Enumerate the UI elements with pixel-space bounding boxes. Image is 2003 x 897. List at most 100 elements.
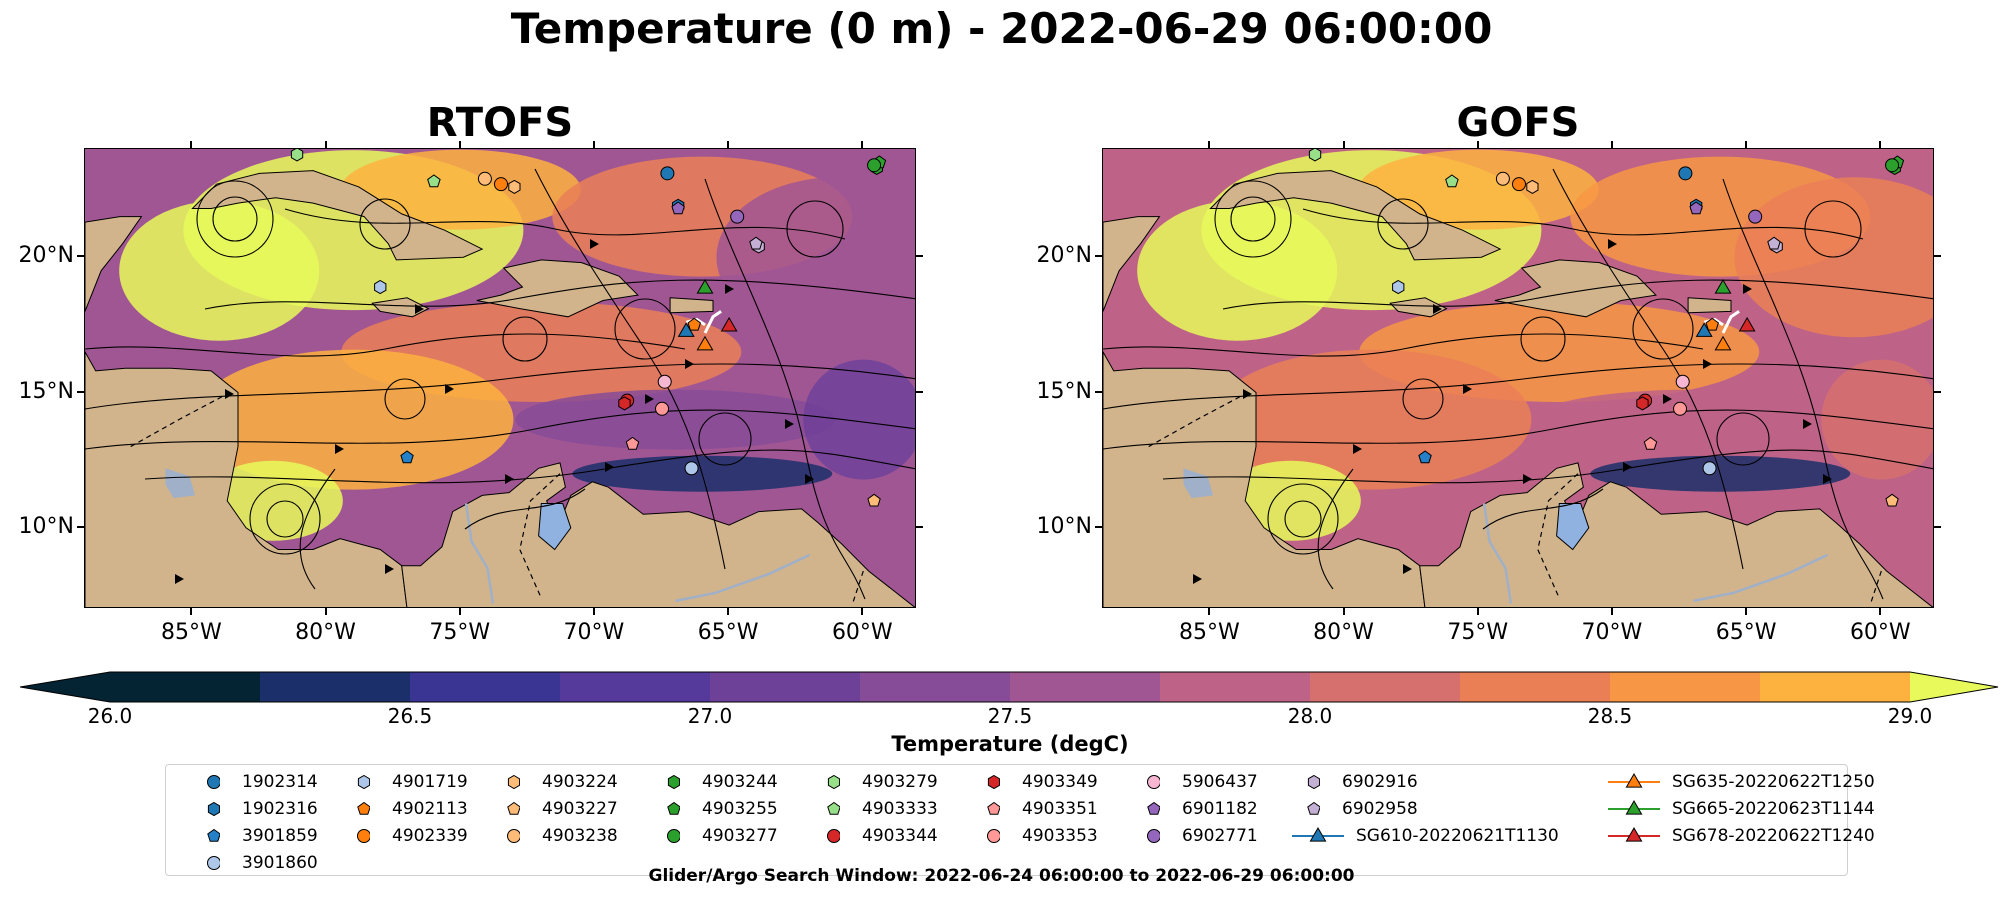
eddy <box>1214 180 1292 258</box>
streamline <box>1103 333 1704 357</box>
colorbar-tick-label: 26.5 <box>387 704 433 728</box>
lake-maracaibo <box>1556 503 1590 551</box>
lon-tick-mark <box>727 608 730 615</box>
colorbar-tick-label: 28.5 <box>1587 704 1633 728</box>
legend-label: 4901719 <box>392 772 468 792</box>
float-4903279 <box>290 149 304 162</box>
legend-label: 5906437 <box>1182 772 1258 792</box>
colorbar-bar <box>19 671 1999 703</box>
streamline <box>464 488 586 530</box>
streamline-arrow <box>1463 384 1472 394</box>
float-6901182 <box>1689 201 1703 215</box>
glider-SG610-20220621T1130 <box>677 322 695 337</box>
legend-hexagon-icon <box>1307 774 1320 790</box>
lon-tick-mark <box>458 141 461 148</box>
streamline-arrow <box>1743 284 1752 294</box>
colorbar-bin <box>860 672 1011 702</box>
glider-SG665-20220623T1144 <box>696 279 714 294</box>
legend-circle-icon <box>207 856 220 870</box>
colorbar-tick-label: 28.0 <box>1287 704 1333 728</box>
float-3901859 <box>400 450 414 464</box>
lon-tick-mark <box>1610 141 1613 148</box>
legend-marker <box>1608 800 1660 815</box>
legend-pentagon-icon <box>987 801 1000 815</box>
legend-circle-icon <box>1147 775 1160 789</box>
streamline <box>85 363 915 410</box>
float-3901859 <box>1418 450 1432 464</box>
river <box>464 503 495 604</box>
legend-hexagon-icon <box>357 774 370 790</box>
legend-hexagon-icon <box>207 801 220 817</box>
colorbar-bin <box>1460 672 1611 702</box>
float-5906437 <box>657 374 672 389</box>
legend-marker <box>1307 774 1320 790</box>
eddy <box>1267 483 1339 555</box>
lat-tick-mark <box>1934 390 1941 393</box>
colorbar-bin <box>110 672 261 702</box>
lake-nicaragua <box>165 468 195 499</box>
float-4903277 <box>867 158 882 173</box>
legend-label: 4903351 <box>1022 799 1098 819</box>
float-4903333 <box>1445 174 1459 188</box>
land-south-america <box>401 462 915 607</box>
float-6902771 <box>1748 209 1763 224</box>
river <box>1693 553 1829 603</box>
lon-tick-mark <box>324 141 327 148</box>
eddy <box>1716 412 1770 466</box>
legend-label: 4903344 <box>862 826 938 846</box>
legend-label: 4903349 <box>1022 772 1098 792</box>
lon-tick-mark <box>1476 141 1479 148</box>
legend-pentagon-icon <box>667 801 680 815</box>
land-south-america <box>1419 462 1933 607</box>
temperature-patch <box>340 149 581 230</box>
colorbar-bin <box>560 672 711 702</box>
streamline-arrow <box>1608 239 1617 249</box>
streamline-arrow <box>225 389 234 399</box>
glider-SG678-20220622T1240 <box>1738 316 1756 332</box>
glider-SG610-20220621T1130 <box>1695 322 1713 337</box>
map-canvas <box>85 149 915 607</box>
streamline-arrow <box>445 384 454 394</box>
lon-tick-mark <box>1745 141 1748 148</box>
legend-marker <box>507 829 520 843</box>
streamline-arrow <box>385 564 394 574</box>
float-6902958 <box>749 236 763 250</box>
map-gofs <box>1102 148 1934 608</box>
legend-marker <box>987 774 1000 790</box>
eddy <box>196 180 274 258</box>
streamline <box>704 178 866 600</box>
lat-tick-mark <box>1095 390 1102 393</box>
map-canvas <box>1103 149 1933 607</box>
land-cuba <box>1209 170 1502 261</box>
temperature-patch <box>119 200 320 341</box>
lake-maracaibo <box>538 503 572 551</box>
legend-pentagon-icon <box>1147 801 1160 815</box>
lat-tick-label: 20°N <box>18 243 74 269</box>
lon-tick-mark <box>1208 141 1211 148</box>
legend-label: SG635-20220622T1250 <box>1672 772 1875 792</box>
search-window-caption: Glider/Argo Search Window: 2022-06-24 06… <box>648 866 1355 886</box>
glider-SG635-20220622T1250 <box>696 335 714 351</box>
lon-tick-mark <box>592 608 595 615</box>
legend-label: 4902113 <box>392 799 468 819</box>
streamline-arrow <box>785 419 794 429</box>
lon-tick-label: 75°W <box>1447 620 1509 645</box>
land-cuba <box>191 170 484 261</box>
lon-tick-mark <box>324 608 327 615</box>
float-4903224 <box>1526 179 1539 194</box>
legend-marker <box>667 829 680 843</box>
lon-tick-mark <box>1879 608 1882 615</box>
legend-label: 4903224 <box>542 772 618 792</box>
float-4903227 <box>1885 493 1899 507</box>
legend-label: 4903277 <box>702 826 778 846</box>
legend-marker <box>357 774 370 790</box>
colorbar: 26.0 26.5 27.0 27.5 28.0 28.5 29.0 Temperature… <box>19 670 2000 770</box>
legend-marker <box>827 774 840 790</box>
float-5906437 <box>1675 374 1690 389</box>
float-4903279 <box>1308 149 1322 162</box>
legend-label: 6902916 <box>1342 772 1418 792</box>
colorbar-bin <box>1160 672 1311 702</box>
land-central-america <box>1103 350 1426 607</box>
legend-label: SG678-20220622T1240 <box>1672 826 1875 846</box>
legend-circle-icon <box>207 775 220 789</box>
